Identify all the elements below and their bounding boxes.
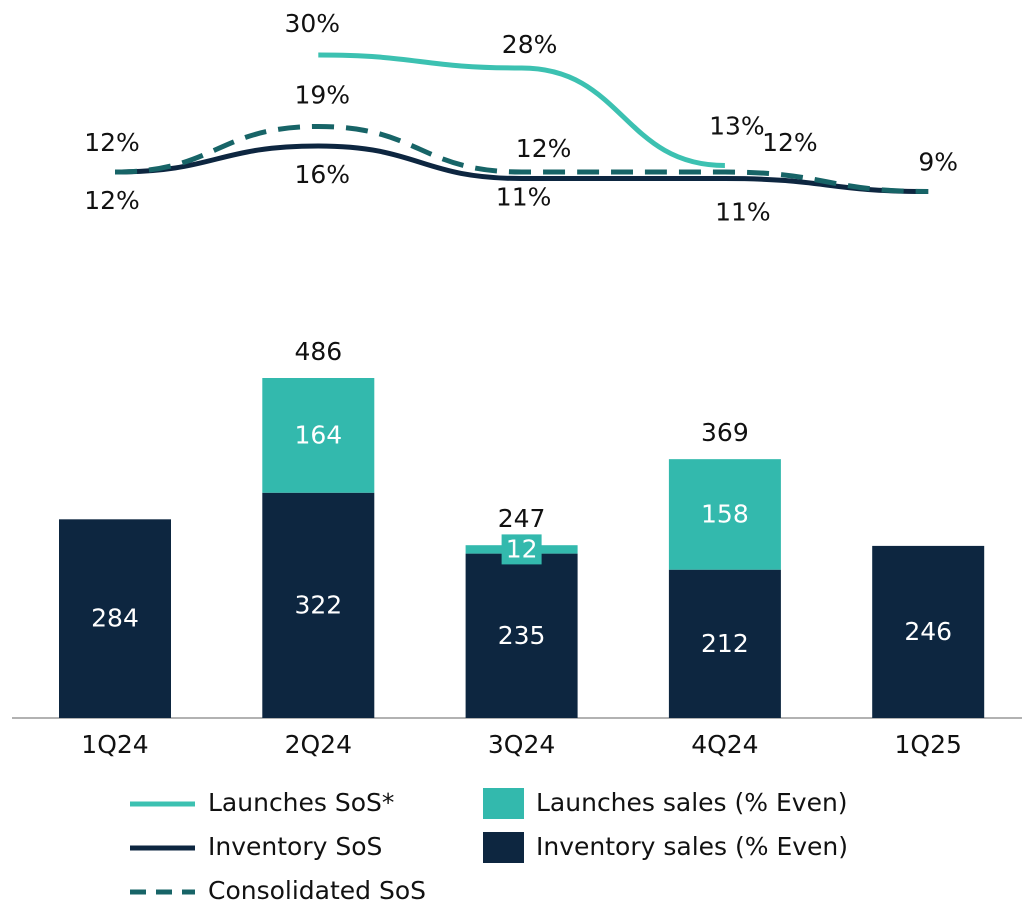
x-tick-label: 4Q24 (691, 730, 758, 759)
data-label: 19% (295, 81, 351, 110)
bar-label: 246 (904, 617, 952, 646)
bar-label: 12 (506, 534, 538, 563)
legend-swatch (483, 788, 524, 819)
bar-label: 235 (498, 621, 546, 650)
bar (872, 545, 985, 718)
legend-label: Consolidated SoS (208, 876, 426, 905)
bar (262, 378, 375, 493)
legend-label: Inventory sales (% Even) (536, 832, 848, 861)
bar-label: 158 (701, 499, 749, 528)
data-label: 9% (918, 148, 958, 177)
bar-label: 212 (701, 629, 749, 658)
legend-label: Launches sales (% Even) (536, 788, 848, 817)
data-label: 11% (715, 198, 771, 227)
data-label: 16% (295, 160, 351, 189)
total-label: 369 (701, 418, 749, 447)
bar (262, 492, 375, 718)
line (114, 143, 929, 194)
legend-label: Launches SoS* (208, 788, 394, 817)
total-label: 247 (498, 504, 546, 533)
data-label: 12% (84, 128, 140, 157)
bar (465, 553, 578, 718)
x-tick-label: 1Q24 (81, 730, 148, 759)
legend-label: Inventory SoS (208, 832, 382, 861)
x-tick-label: 3Q24 (488, 730, 555, 759)
data-label: 13% (709, 112, 765, 141)
x-tick-label: 2Q24 (285, 730, 352, 759)
data-label: 28% (502, 30, 558, 59)
bar-label: 322 (294, 590, 342, 619)
line (318, 52, 725, 168)
bar (59, 519, 171, 718)
line (114, 123, 929, 194)
bar-label-bg (501, 534, 542, 565)
bar-label: 284 (91, 604, 139, 633)
data-label: 12% (762, 128, 818, 157)
data-label: 12% (84, 186, 140, 215)
total-label: 486 (294, 337, 342, 366)
bar (668, 459, 781, 570)
data-label: 11% (496, 183, 552, 212)
bar (668, 569, 781, 718)
data-label: 12% (516, 134, 572, 163)
legend-swatch (483, 832, 524, 863)
bar-label: 164 (294, 420, 342, 449)
x-tick-label: 1Q25 (894, 730, 961, 759)
data-label: 30% (285, 9, 341, 38)
